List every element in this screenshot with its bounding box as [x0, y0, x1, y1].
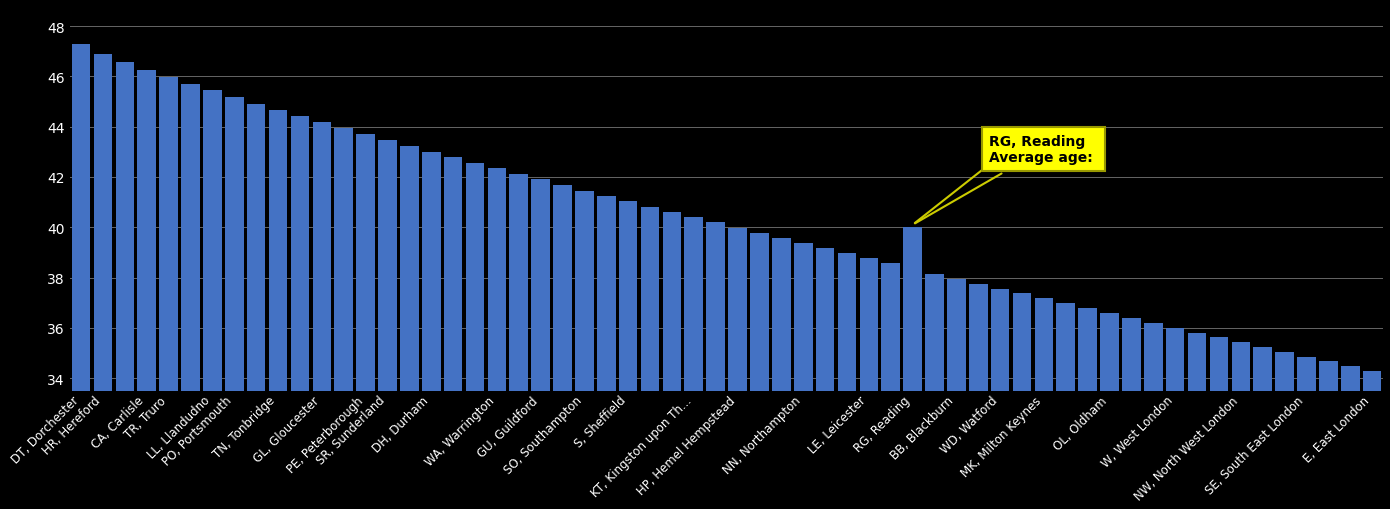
Bar	[1122, 319, 1141, 509]
Bar	[400, 147, 418, 509]
Bar	[859, 259, 878, 509]
Bar	[203, 91, 222, 509]
Bar	[904, 228, 922, 509]
Bar	[1166, 328, 1184, 509]
Bar	[991, 289, 1009, 509]
Bar	[706, 223, 726, 509]
Bar	[728, 229, 746, 509]
Bar	[291, 117, 309, 509]
Bar	[72, 45, 90, 509]
Bar	[1013, 294, 1031, 509]
Bar	[1254, 347, 1272, 509]
Bar	[684, 218, 703, 509]
Text: 40: 40	[990, 151, 1130, 165]
Bar	[1034, 299, 1054, 509]
Bar	[488, 169, 506, 509]
Bar	[466, 163, 484, 509]
Bar	[1079, 308, 1097, 509]
Bar	[378, 140, 396, 509]
Bar	[1144, 323, 1162, 509]
Bar	[247, 104, 265, 509]
Bar	[138, 70, 156, 509]
Bar	[268, 110, 288, 509]
Bar	[596, 196, 616, 509]
Bar	[619, 202, 638, 509]
Bar	[115, 63, 135, 509]
Bar	[751, 233, 769, 509]
Bar	[926, 274, 944, 509]
Bar	[335, 129, 353, 509]
Bar	[531, 180, 550, 509]
Bar	[1341, 366, 1359, 509]
Bar	[443, 158, 463, 509]
Bar	[1319, 361, 1337, 509]
Bar	[641, 207, 659, 509]
Bar	[1232, 343, 1250, 509]
Bar	[1188, 333, 1207, 509]
Bar	[1056, 304, 1074, 509]
Bar	[225, 98, 243, 509]
Bar	[771, 239, 791, 509]
Bar	[663, 212, 681, 509]
Bar	[313, 123, 331, 509]
Bar	[160, 78, 178, 509]
Bar	[816, 249, 834, 509]
Bar	[1209, 338, 1229, 509]
Bar	[423, 152, 441, 509]
Bar	[553, 186, 571, 509]
Bar	[838, 254, 856, 509]
Bar	[575, 191, 594, 509]
Bar	[93, 55, 113, 509]
Bar	[947, 279, 966, 509]
Bar	[510, 175, 528, 509]
Bar	[881, 264, 901, 509]
Bar	[356, 135, 375, 509]
Bar	[969, 284, 987, 509]
Bar	[1362, 371, 1382, 509]
Bar	[1101, 314, 1119, 509]
Text: RG, Reading
Average age:: RG, Reading Average age:	[915, 135, 1098, 224]
Bar	[794, 244, 813, 509]
Bar	[181, 84, 200, 509]
Bar	[1297, 357, 1316, 509]
Bar	[1275, 352, 1294, 509]
